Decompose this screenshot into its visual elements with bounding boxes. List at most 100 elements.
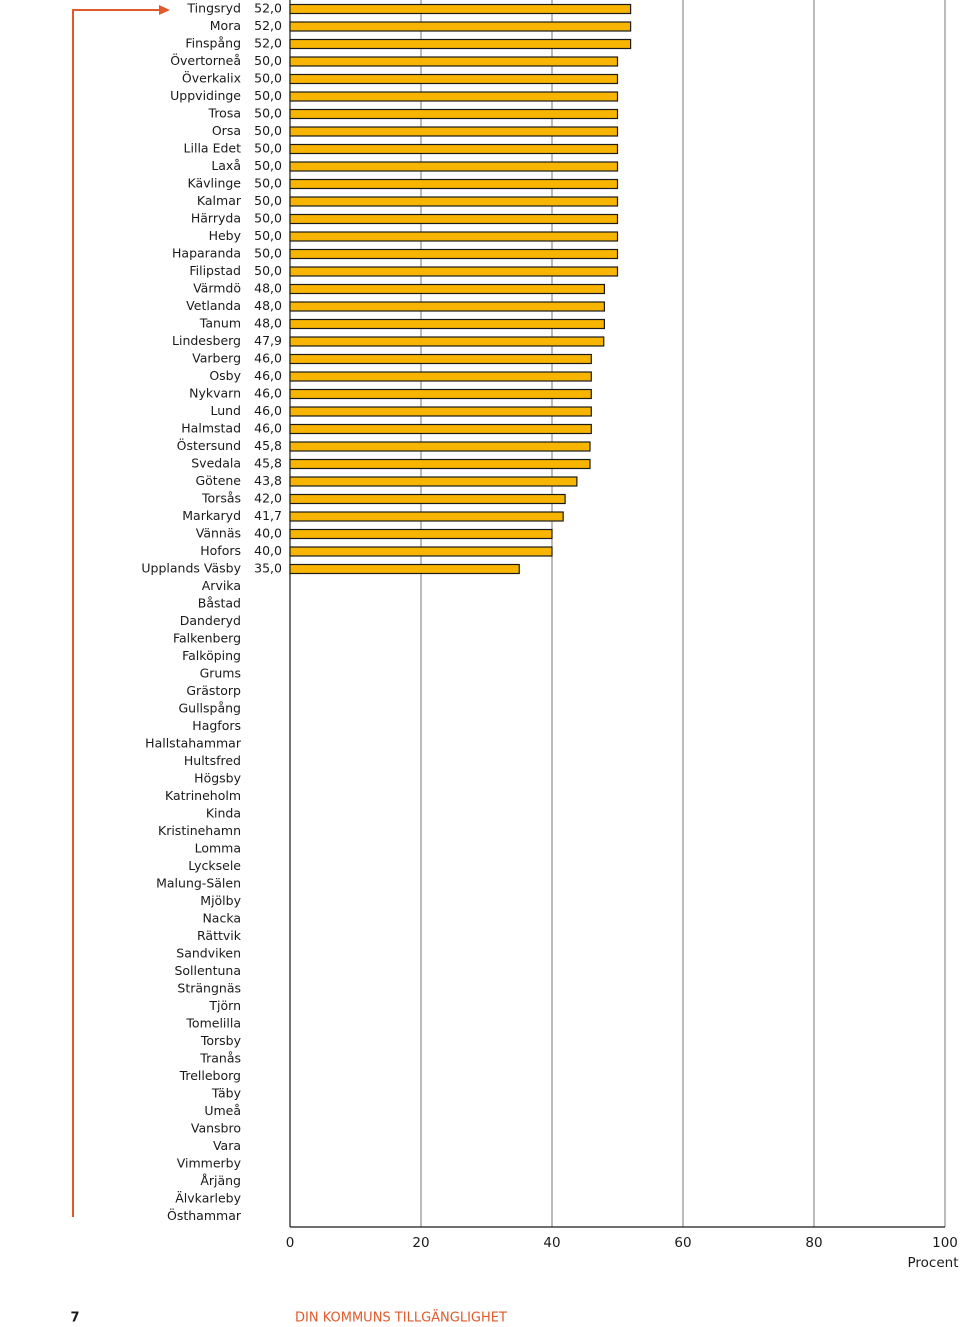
category-label: Markaryd: [182, 508, 241, 523]
value-label: 45,8: [254, 438, 282, 453]
value-label: 50,0: [254, 158, 282, 173]
bar: [289, 91, 619, 102]
value-label: 50,0: [254, 88, 282, 103]
bar: [289, 563, 520, 575]
x-tick-label: 40: [543, 1235, 560, 1251]
category-label: Tingsryd: [186, 1, 241, 16]
bar: [289, 318, 605, 330]
value-label: 50,0: [254, 176, 282, 191]
category-label: Östhammar: [167, 1207, 242, 1223]
value-label: 50,0: [254, 53, 282, 68]
x-tick-label: 100: [932, 1235, 958, 1251]
value-label: 46,0: [254, 403, 282, 418]
category-label: Tranås: [199, 1051, 241, 1066]
category-label: Täby: [211, 1086, 242, 1101]
category-label: Laxå: [211, 158, 241, 173]
bracket: [72, 9, 160, 1217]
category-label: Torsås: [201, 491, 241, 506]
category-label: Hultsfred: [184, 753, 241, 768]
value-label: 50,0: [254, 123, 282, 138]
value-label: 52,0: [254, 1, 282, 16]
bar: [289, 213, 619, 225]
bar: [289, 108, 619, 120]
category-label: Falköping: [182, 648, 241, 663]
category-label: Kinda: [206, 806, 241, 821]
bar: [289, 56, 619, 67]
bar: [289, 126, 619, 137]
value-label: 45,8: [254, 456, 282, 471]
category-label: Svedala: [191, 456, 241, 471]
x-tick-label: 60: [674, 1235, 691, 1251]
category-label: Varberg: [192, 351, 241, 366]
category-label: Malung-Sälen: [156, 876, 241, 891]
category-label: Halmstad: [181, 421, 241, 436]
bar: [289, 406, 592, 417]
category-label: Lilla Edet: [184, 141, 242, 156]
category-label: Vansbro: [191, 1121, 241, 1136]
category-label: Tjörn: [208, 998, 241, 1013]
bar: [289, 511, 564, 522]
bar: [289, 301, 605, 312]
value-label: 46,0: [254, 386, 282, 401]
category-label: Uppvidinge: [170, 88, 241, 103]
category-label: Mjölby: [200, 893, 241, 908]
category-label: Årjäng: [200, 1173, 241, 1188]
footer-title: DIN KOMMUNS TILLGÄNGLIGHET: [295, 1310, 507, 1326]
category-label: Trelleborg: [179, 1068, 241, 1083]
value-label: 48,0: [254, 316, 282, 331]
value-label: 46,0: [254, 351, 282, 366]
bar: [289, 353, 592, 365]
bar: [289, 388, 592, 400]
category-label: Hofors: [200, 543, 241, 558]
page-number: 7: [70, 1311, 79, 1326]
category-label: Sandviken: [176, 946, 241, 961]
bar: [289, 38, 632, 50]
bar: [289, 283, 605, 295]
category-label: Lindesberg: [172, 333, 241, 348]
category-label: Strängnäs: [177, 981, 241, 996]
category-label: Umeå: [204, 1103, 241, 1118]
value-label: 41,7: [254, 508, 282, 523]
category-label: Haparanda: [172, 246, 241, 261]
category-label: Osby: [209, 368, 241, 383]
category-label: Upplands Väsby: [141, 561, 241, 576]
category-label: Härryda: [191, 211, 241, 226]
bar: [289, 73, 619, 85]
bar: [289, 196, 619, 207]
bar: [289, 476, 578, 487]
bar: [289, 493, 566, 505]
bar: [289, 528, 553, 540]
value-label: 52,0: [254, 18, 282, 33]
value-label: 50,0: [254, 193, 282, 208]
category-label: Kalmar: [197, 193, 242, 208]
category-label: Övertorneå: [170, 52, 241, 68]
category-label: Vara: [213, 1138, 241, 1153]
category-label: Sollentuna: [174, 963, 241, 978]
category-label: Båstad: [198, 596, 241, 611]
category-label: Lycksele: [188, 858, 241, 873]
value-label: 40,0: [254, 543, 282, 558]
category-label: Heby: [209, 228, 242, 243]
bar: [289, 266, 619, 277]
category-label: Mora: [210, 18, 241, 33]
category-label: Högsby: [194, 771, 241, 786]
category-label: Finspång: [185, 36, 241, 51]
category-label: Götene: [195, 473, 241, 488]
value-label: 50,0: [254, 71, 282, 86]
category-label: Nykvarn: [189, 386, 241, 401]
x-tick-label: 0: [286, 1235, 295, 1251]
category-label: Danderyd: [180, 613, 241, 628]
category-label: Vännäs: [196, 526, 241, 541]
category-label: Hallstahammar: [145, 736, 242, 751]
bracket-arrow: [159, 5, 170, 15]
bar: [289, 143, 619, 155]
x-tick-label: 20: [412, 1235, 429, 1251]
bar: [289, 178, 619, 190]
category-label: Falkenberg: [173, 631, 241, 646]
value-label: 35,0: [254, 561, 282, 576]
bar: [289, 546, 553, 557]
value-label: 50,0: [254, 106, 282, 121]
category-label: Vetlanda: [186, 298, 241, 313]
category-label: Lund: [210, 403, 241, 418]
